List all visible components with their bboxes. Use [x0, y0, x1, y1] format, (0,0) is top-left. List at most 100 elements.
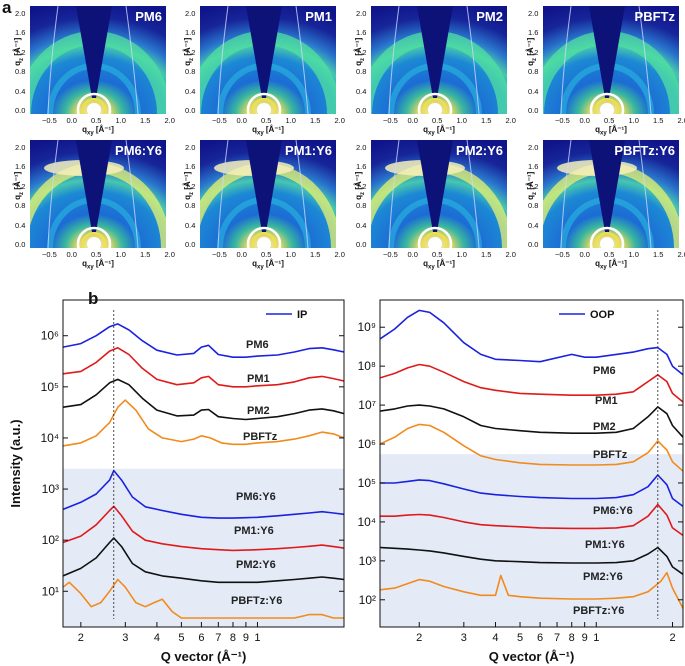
y-tick-label: 10⁸ — [358, 359, 376, 373]
tile-ylabel: qz [Å⁻¹] — [183, 37, 195, 66]
tile-name: PM1 — [305, 9, 332, 24]
x-tick-label: 5 — [178, 632, 184, 644]
x-tick-label: 8 — [569, 632, 575, 644]
tile-xtick: 2.0 — [505, 116, 516, 125]
axes-frame — [62, 299, 345, 628]
series-line — [379, 546, 684, 575]
y-tick-label: 10⁹ — [358, 320, 377, 334]
x-tick-label: 3 — [122, 632, 128, 644]
series-label: PM2 — [593, 421, 616, 433]
giwaxs-tile: PM2:Y6 −0.5 0.0 0.5 1.0 1.5 2.0 0.0 0.4 0.8 1.2 1.6… — [354, 140, 516, 271]
tile-ytick: 0.0 — [185, 106, 196, 115]
series-label: PBFTz — [243, 431, 278, 443]
tile-xtick: 2.0 — [334, 250, 345, 259]
tile-ytick: 0.8 — [356, 201, 367, 210]
tile-xtick: 0.5 — [432, 116, 443, 125]
tile-ylabel: qz [Å⁻¹] — [354, 171, 366, 200]
tile-xtick: −0.5 — [42, 250, 57, 259]
tile-xtick: 1.0 — [628, 116, 639, 125]
x-tick-label: 7 — [554, 632, 560, 644]
tile-xtick: 1.0 — [628, 250, 639, 259]
tile-ytick: 1.2 — [356, 181, 367, 191]
giwaxs-tile: PM2 −0.5 0.0 0.5 1.0 1.5 2.0 0.0 0.4 0.8 1.2 1.6 2.0… — [354, 6, 516, 137]
x-tick-label: 9 — [582, 632, 588, 644]
y-tick-label: 10⁴ — [357, 515, 376, 529]
series-line — [62, 378, 345, 421]
tile-ylabel: qz [Å⁻¹] — [526, 37, 538, 66]
tile-xtick: 0.0 — [66, 250, 77, 259]
tile-xtick: 2.0 — [505, 250, 516, 259]
tile-ytick: 0.8 — [15, 201, 26, 210]
series-line — [379, 571, 684, 609]
tile-xtick: −0.5 — [212, 250, 227, 259]
tile-ytick: 1.6 — [15, 28, 26, 37]
tile-name: PM6 — [135, 9, 162, 24]
tile-xtick: 1.5 — [140, 116, 151, 125]
giwaxs-tile: PBFTz:Y6 −0.5 0.0 0.5 1.0 1.5 2.0 0.0 0.4 0.8 1.2 1… — [526, 140, 685, 271]
x-tick-label: 1 — [593, 632, 599, 644]
series-line — [62, 505, 345, 552]
series-label: PM2 — [247, 405, 270, 417]
giwaxs-tile: PM1 −0.5 0.0 0.5 1.0 1.5 2.0 0.0 0.4 0.8 1.2 1.6 2.0… — [183, 6, 345, 137]
tile-xtick: 0.0 — [407, 250, 418, 259]
ip-chart: PM6 PM1 PM2 PBFTz PM6:Y6 PM1:Y6 PM2:Y6 PBFTz:Y6… — [8, 299, 345, 664]
tile-ytick: 0.4 — [185, 86, 196, 96]
x-tick-label: 5 — [517, 632, 523, 644]
tile-ytick: 0.4 — [528, 220, 539, 230]
tile-xtick: 1.0 — [285, 250, 296, 259]
giwaxs-tile: PM6 −0.5 0.0 0.5 1.0 1.5 2.0 0.0 0.4 0.8 1.2 1.6 2.0… — [13, 6, 175, 137]
x-tick-label: 4 — [154, 632, 160, 644]
series-line — [62, 399, 345, 447]
tile-xlabel: qxy [Å⁻¹] — [423, 259, 455, 271]
tile-ytick: 1.6 — [185, 162, 196, 171]
y-axis-label: Intensity (a.u.) — [8, 419, 23, 507]
x-tick-label: 6 — [537, 632, 543, 644]
tile-ytick: 0.4 — [356, 86, 367, 96]
tile-ylabel: qz [Å⁻¹] — [13, 37, 25, 66]
series-label: PM1 — [247, 373, 270, 385]
series-label: PBFTz — [593, 449, 628, 461]
tile-ytick: 0.8 — [185, 67, 196, 76]
tile-ytick: 1.2 — [185, 181, 196, 191]
tile-xtick: 0.5 — [91, 250, 102, 259]
tile-xtick: 1.0 — [115, 250, 126, 259]
tile-xlabel: qxy [Å⁻¹] — [595, 259, 627, 271]
x-tick-label: 2 — [78, 632, 84, 644]
x-tick-label: 6 — [198, 632, 204, 644]
y-tick-label: 10⁶ — [358, 437, 376, 451]
tile-ytick: 2.0 — [15, 8, 26, 18]
panel-b-label: b — [88, 289, 99, 308]
tile-ytick: 0.8 — [356, 67, 367, 76]
tile-xlabel: qxy [Å⁻¹] — [82, 125, 114, 137]
tile-xtick: 1.5 — [481, 116, 492, 125]
tile-xtick: −0.5 — [555, 250, 570, 259]
tile-xtick: 0.0 — [236, 250, 247, 259]
x-tick-label: 3 — [461, 632, 467, 644]
tile-xtick: 1.0 — [456, 116, 467, 125]
series-line — [62, 323, 345, 358]
panel-a-label: a — [2, 0, 12, 17]
tile-xtick: 0.0 — [579, 250, 590, 259]
series-label: PM6 — [593, 365, 616, 377]
tile-xtick: 0.5 — [432, 250, 443, 259]
tile-ytick: 0.8 — [528, 201, 539, 210]
tile-ytick: 0.4 — [528, 86, 539, 96]
tile-xtick: 2.0 — [164, 250, 175, 259]
tile-xtick: −0.5 — [383, 250, 398, 259]
tile-ytick: 0.8 — [185, 201, 196, 210]
x-axis-label: Q vector (Å⁻¹) — [489, 649, 575, 664]
legend-label: OOP — [590, 309, 614, 321]
x-axis-label: Q vector (Å⁻¹) — [161, 649, 247, 664]
y-tick-label: 10⁴ — [40, 431, 59, 445]
tile-ytick: 1.2 — [15, 181, 26, 191]
tile-name: PBFTz — [634, 9, 675, 24]
series-line — [379, 309, 684, 376]
series-line — [62, 578, 344, 619]
series-label: PM2:Y6 — [236, 559, 276, 571]
tile-ytick: 0.0 — [356, 106, 367, 115]
oop-chart: PM6 PM1 PM2 PBFTz PM6:Y6 PM1:Y6 PM2:Y6 PBFTz:Y6… — [357, 299, 684, 664]
y-tick-label: 10⁵ — [41, 380, 59, 394]
tile-xtick: 2.0 — [677, 116, 685, 125]
y-tick-label: 10⁶ — [41, 329, 59, 343]
tile-xlabel: qxy [Å⁻¹] — [252, 125, 284, 137]
